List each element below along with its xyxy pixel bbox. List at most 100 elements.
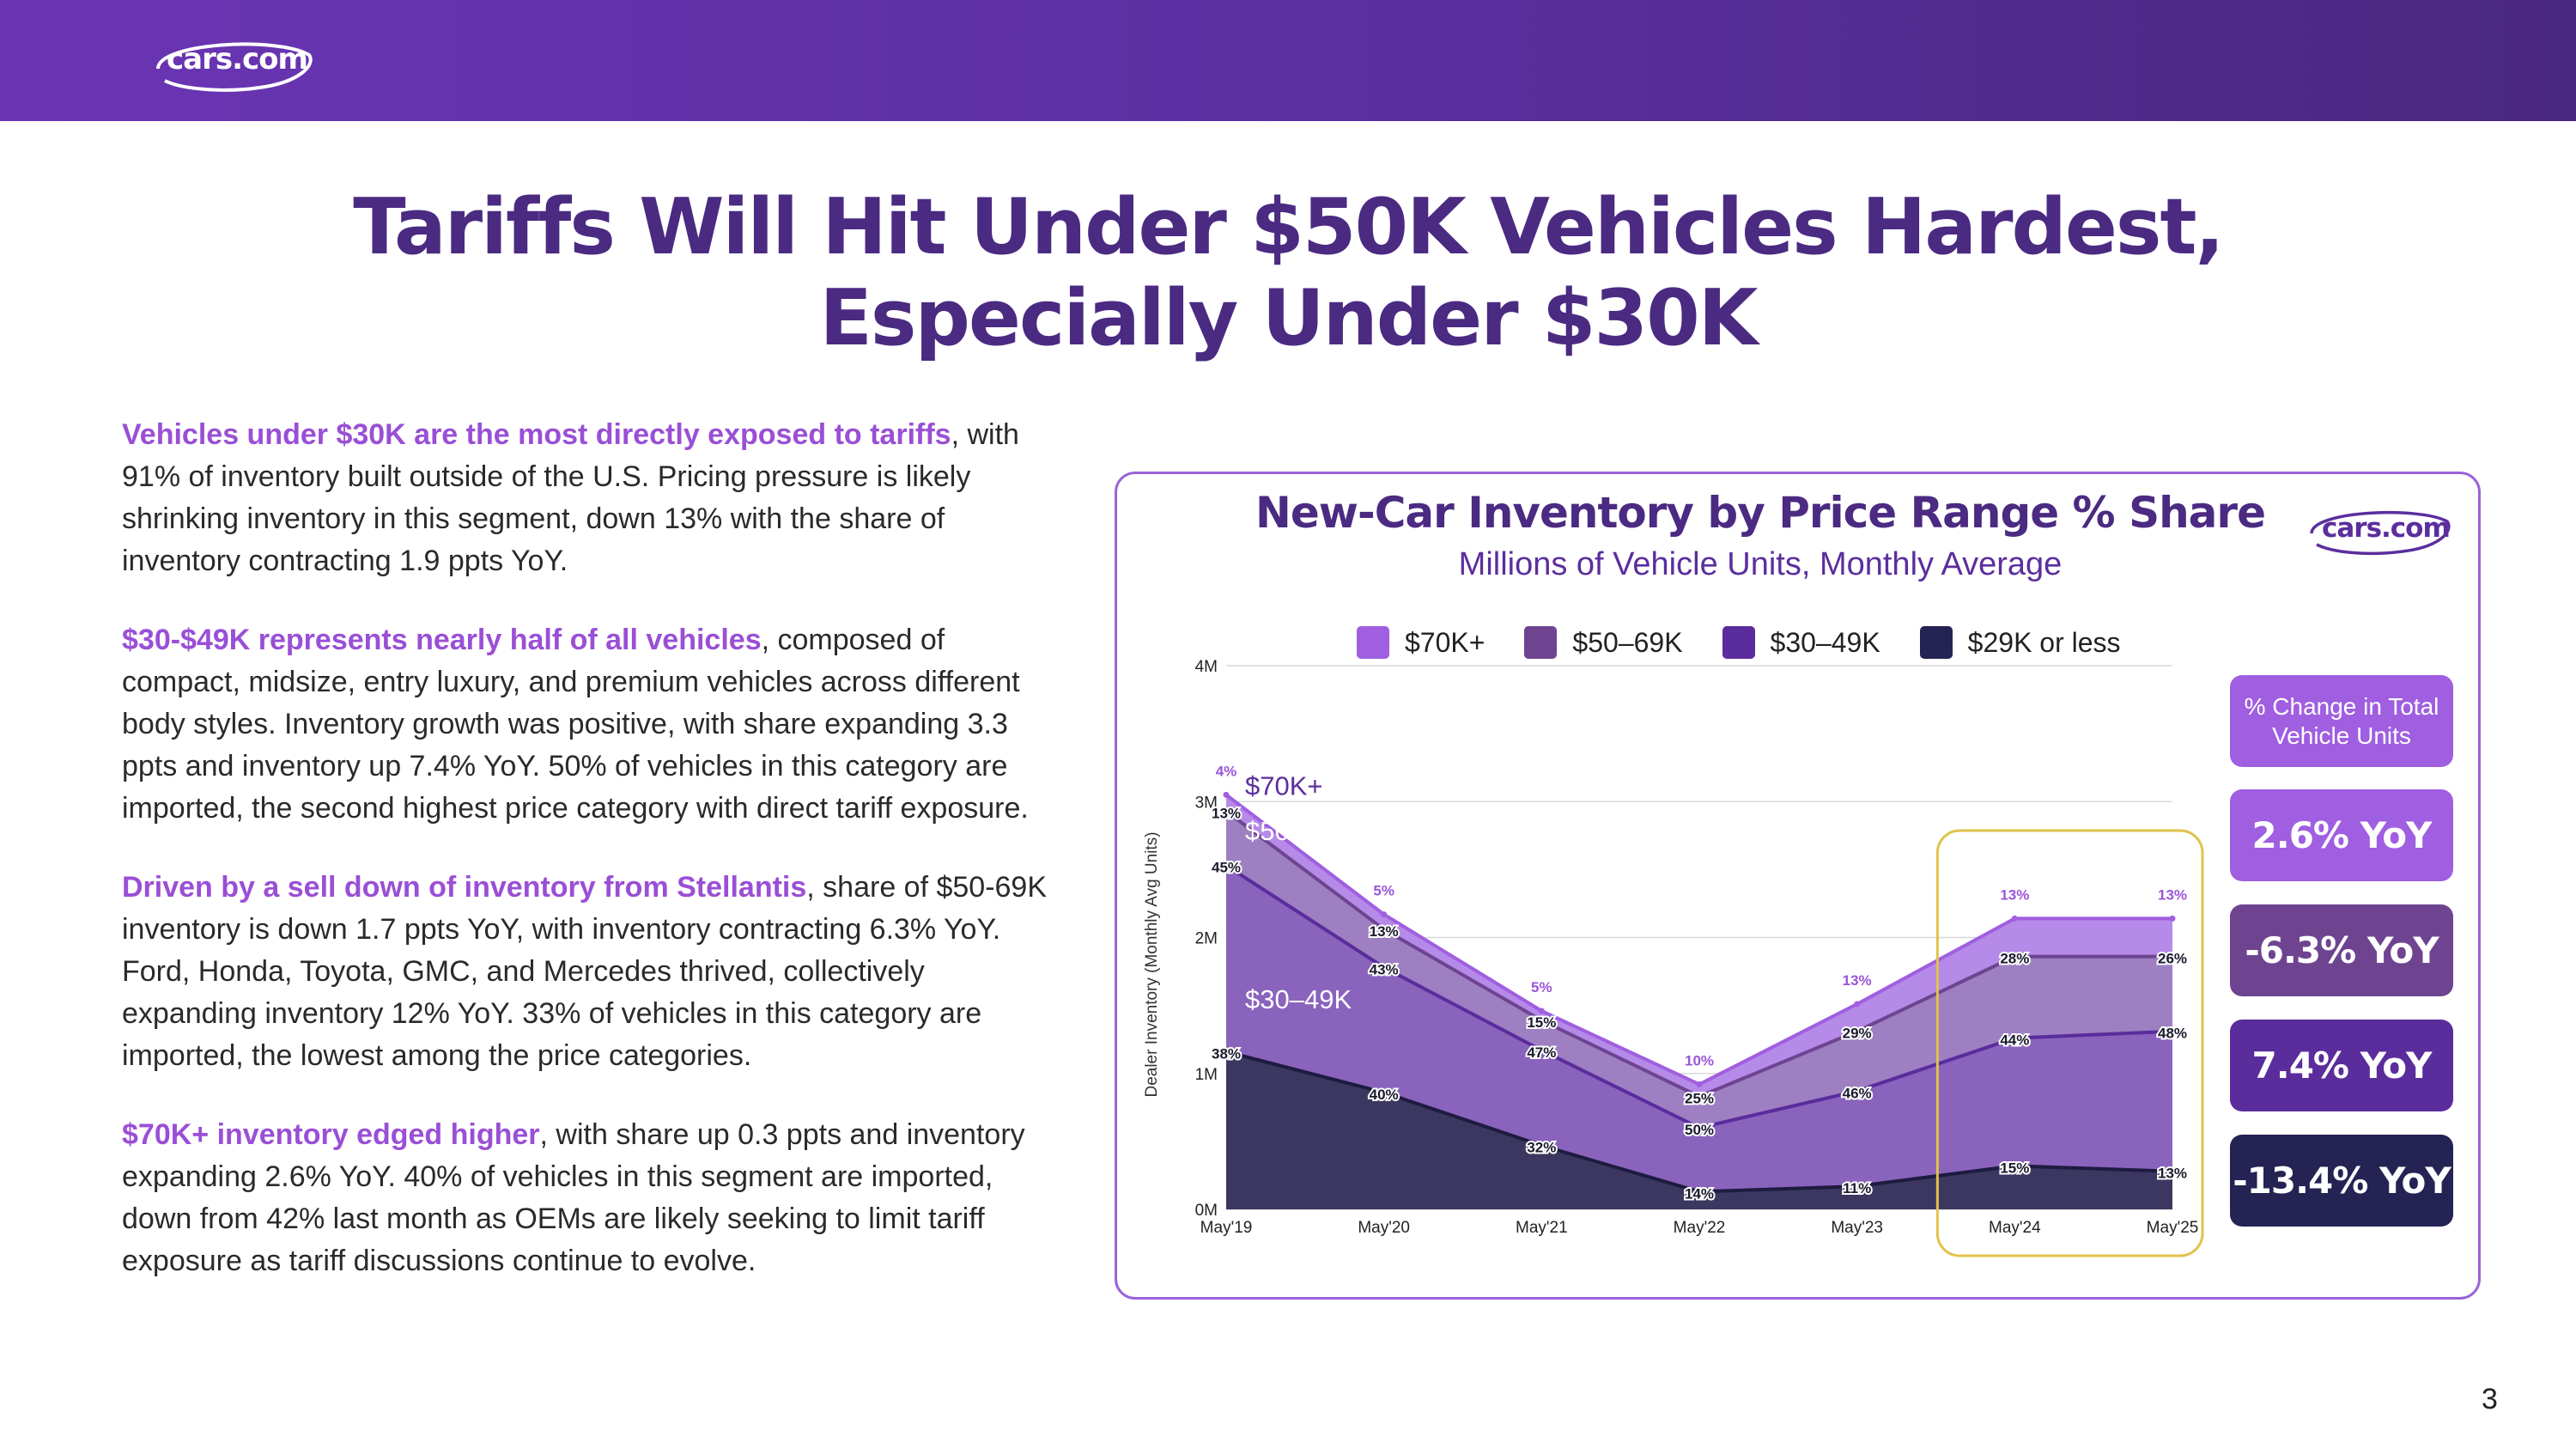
data-point bbox=[1696, 1081, 1703, 1087]
logo-text: cars.com bbox=[167, 42, 308, 76]
share-label: 15% bbox=[1527, 1014, 1556, 1031]
data-point bbox=[1381, 964, 1388, 971]
paragraph-text: , with 91% of inventory built outside of… bbox=[122, 418, 1019, 577]
share-label: 28% bbox=[2000, 951, 2029, 967]
data-point bbox=[1538, 1017, 1545, 1024]
data-point bbox=[1381, 1089, 1388, 1096]
chart-legend: $70K+ $50–69K $30–49K $29K or less bbox=[1357, 624, 2160, 661]
share-label: 45% bbox=[1212, 860, 1241, 876]
share-label: 29% bbox=[1843, 1026, 1872, 1042]
share-label: 5% bbox=[1531, 979, 1552, 995]
share-label: 13% bbox=[1370, 923, 1399, 940]
share-label: 14% bbox=[1685, 1185, 1714, 1202]
share-label: 38% bbox=[1212, 1045, 1241, 1062]
data-point bbox=[1381, 911, 1388, 918]
share-label: 4% bbox=[1216, 763, 1237, 779]
share-label: 26% bbox=[2158, 951, 2187, 967]
data-point bbox=[1854, 1183, 1861, 1190]
paragraph-lead: $70K+ inventory edged higher bbox=[122, 1118, 540, 1151]
header-bar bbox=[0, 0, 2576, 121]
area-label: $50–69K bbox=[1245, 816, 1352, 846]
x-tick-label: May'23 bbox=[1831, 1219, 1883, 1237]
share-label: 50% bbox=[1685, 1122, 1714, 1138]
paragraph-text: , composed of compact, midsize, entry lu… bbox=[122, 624, 1029, 825]
paragraph-lead: $30-$49K represents nearly half of all v… bbox=[122, 624, 762, 656]
legend-swatch bbox=[1357, 626, 1389, 659]
area-label: $70K+ bbox=[1245, 770, 1323, 801]
area-1 bbox=[1226, 865, 2172, 1192]
x-tick-label: May'19 bbox=[1200, 1219, 1253, 1237]
page-number: 3 bbox=[2482, 1383, 2498, 1416]
legend-label: $70K+ bbox=[1405, 626, 1485, 658]
share-label: 10% bbox=[1685, 1052, 1714, 1068]
chart-title: New-Car Inventory by Price Range % Share bbox=[1255, 488, 2266, 538]
x-tick-label: May'20 bbox=[1358, 1219, 1410, 1237]
paragraph-30-49k: $30-$49K represents nearly half of all v… bbox=[122, 619, 1058, 830]
share-label: 25% bbox=[1685, 1091, 1714, 1107]
x-tick-label: May'22 bbox=[1674, 1219, 1726, 1237]
data-point bbox=[2169, 1168, 2176, 1175]
paragraph-70k-plus: $70K+ inventory edged higher, with share… bbox=[122, 1114, 1058, 1282]
data-point bbox=[1854, 1001, 1861, 1008]
share-label: 11% bbox=[1843, 1180, 1871, 1196]
data-point bbox=[1223, 862, 1230, 869]
data-point bbox=[2011, 1162, 2018, 1169]
area-0 bbox=[1226, 1051, 2172, 1209]
yoy-50-69k: -6.3% YoY bbox=[2230, 904, 2453, 996]
data-point bbox=[2169, 915, 2176, 922]
cars-com-logo[interactable]: cars.com bbox=[148, 31, 319, 98]
area-label: $29K or less bbox=[1245, 1254, 1393, 1284]
logo-text: cars.com bbox=[2322, 513, 2451, 544]
data-point bbox=[1854, 1028, 1861, 1035]
x-tick-label: May'25 bbox=[2147, 1219, 2199, 1237]
paragraph-text: , with share up 0.3 ppts and inventory e… bbox=[122, 1118, 1025, 1277]
x-tick-label: May'24 bbox=[1989, 1219, 2041, 1237]
legend-item: $29K or less bbox=[1919, 626, 2121, 659]
legend-label: $50–69K bbox=[1572, 626, 1683, 658]
yoy-29k-or-less: -13.4% YoY bbox=[2230, 1135, 2453, 1227]
share-label: 5% bbox=[1373, 883, 1394, 899]
legend-label: $29K or less bbox=[1967, 626, 2121, 658]
data-point bbox=[1854, 1087, 1861, 1094]
title-line-1: Tariffs Will Hit Under $50K Vehicles Har… bbox=[353, 182, 2224, 272]
y-tick-label: 0M bbox=[1195, 1202, 1218, 1220]
body-text: Vehicles under $30K are the most directl… bbox=[122, 414, 1058, 1319]
area-2 bbox=[1226, 811, 2172, 1129]
title-line-2: Especially Under $30K bbox=[819, 273, 1758, 363]
yoy-header: % Change in Total Vehicle Units bbox=[2230, 675, 2453, 767]
paragraph-text: , share of $50-69K inventory is down 1.7… bbox=[122, 871, 1048, 1072]
data-point bbox=[2169, 1028, 2176, 1035]
data-point bbox=[1696, 1093, 1703, 1100]
data-point bbox=[1538, 1142, 1545, 1149]
page-title: Tariffs Will Hit Under $50K Vehicles Har… bbox=[172, 182, 2404, 364]
yoy-30-49k: 7.4% YoY bbox=[2230, 1020, 2453, 1111]
y-tick-label: 3M bbox=[1195, 794, 1218, 812]
data-point bbox=[1223, 1048, 1230, 1055]
share-label: 15% bbox=[2000, 1160, 2029, 1176]
share-label: 40% bbox=[1370, 1087, 1399, 1103]
share-label: 13% bbox=[1843, 972, 1872, 989]
share-label: 48% bbox=[2158, 1026, 2187, 1042]
data-point bbox=[1381, 926, 1388, 933]
share-label: 13% bbox=[2158, 886, 2187, 903]
share-label: 43% bbox=[1370, 961, 1399, 977]
data-point bbox=[2011, 953, 2018, 960]
share-label: 13% bbox=[1212, 805, 1241, 821]
chart-cars-com-logo: cars.com bbox=[2301, 501, 2456, 561]
share-label: 46% bbox=[1843, 1085, 1872, 1101]
highlight-box bbox=[1935, 829, 2204, 1257]
y-tick-label: 1M bbox=[1195, 1066, 1218, 1084]
share-label: 32% bbox=[1527, 1140, 1556, 1156]
legend-item: $30–49K bbox=[1722, 626, 1880, 659]
data-point bbox=[1538, 1047, 1545, 1054]
data-point bbox=[2011, 915, 2018, 922]
logo-swoosh-icon bbox=[2310, 510, 2451, 556]
paragraph-under-30k: Vehicles under $30K are the most directl… bbox=[122, 414, 1058, 582]
data-point bbox=[1223, 807, 1230, 814]
data-point bbox=[1696, 1188, 1703, 1195]
share-label: 44% bbox=[2000, 1032, 2029, 1049]
legend-label: $30–49K bbox=[1770, 626, 1880, 658]
paragraph-lead: Driven by a sell down of inventory from … bbox=[122, 871, 807, 904]
data-point bbox=[1696, 1124, 1703, 1131]
